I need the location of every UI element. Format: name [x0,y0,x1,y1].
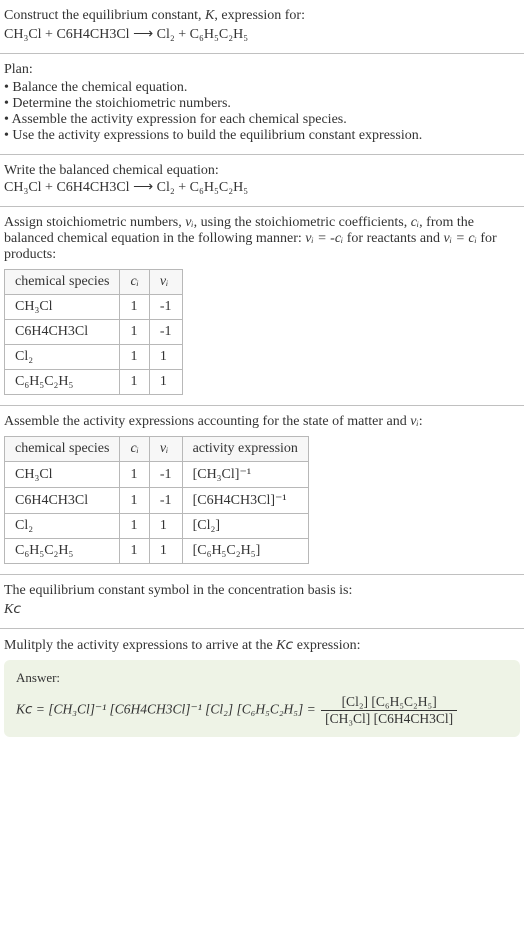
col-vi: νᵢ [149,437,182,462]
section-plan: Plan: Balance the chemical equation. Det… [0,54,524,155]
stoich-text: Assign stoichiometric numbers, [4,215,185,230]
problem-equation: CH₃Cl + C6H4CH3Cl ⟶ Cl₂ + C₆H₅C₂H₅ [4,26,520,43]
balanced-equation: CH₃Cl + C6H4CH3Cl ⟶ Cl₂ + C₆H₅C₂H₅ [4,179,520,196]
species-cell: C₆H₅C₂H₅ [5,370,120,395]
plan-item: Use the activity expressions to build th… [4,128,520,144]
stoich-text: for reactants and [343,231,443,246]
table-row: C₆H₅C₂H₅ 1 1 [5,370,183,395]
stoich-text: , using the stoichiometric coefficients, [194,215,411,230]
problem-title: Construct the equilibrium constant, K, e… [4,8,520,24]
activity-table: chemical species cᵢ νᵢ activity expressi… [4,436,309,564]
fraction-denominator: [CH₃Cl] [C6H4CH3Cl] [321,711,457,727]
nu-eq-c: νᵢ = cᵢ [444,231,477,246]
col-vi: νᵢ [149,270,182,295]
answer-label: Answer: [16,670,508,686]
ci-cell: 1 [120,514,149,539]
section-kc-symbol: The equilibrium constant symbol in the c… [0,575,524,629]
title-K: K [205,8,214,23]
table-row: C₆H₅C₂H₅ 1 1 [C₆H₅C₂H₅] [5,539,309,564]
stoich-table: chemical species cᵢ νᵢ CH₃Cl 1 -1 C6H4CH… [4,269,183,395]
vi-cell: 1 [149,514,182,539]
species-cell: C6H4CH3Cl [5,488,120,514]
ci-cell: 1 [120,320,149,345]
ci-cell: 1 [120,370,149,395]
table-header-row: chemical species cᵢ νᵢ activity expressi… [5,437,309,462]
table-row: CH₃Cl 1 -1 [5,295,183,320]
kc-symbol: K𝘤 [4,601,520,618]
species-cell: CH₃Cl [5,462,120,488]
title-text-c: , expression for: [214,8,305,23]
table-row: C6H4CH3Cl 1 -1 [5,320,183,345]
species-cell: Cl₂ [5,345,120,370]
ci-cell: 1 [120,295,149,320]
final-text: Mulitply the activity expressions to arr… [4,638,276,653]
kc-symbol-line1: The equilibrium constant symbol in the c… [4,583,520,599]
vi-cell: -1 [149,488,182,514]
activity-text: : [419,414,423,429]
section-problem: Construct the equilibrium constant, K, e… [0,0,524,54]
col-ci: cᵢ [120,270,149,295]
nu-i: νᵢ [185,215,193,230]
answer-box: Answer: K𝘤 = [CH₃Cl]⁻¹ [C6H4CH3Cl]⁻¹ [Cl… [4,660,520,737]
plan-item: Determine the stoichiometric numbers. [4,96,520,112]
answer-equation: K𝘤 = [CH₃Cl]⁻¹ [C6H4CH3Cl]⁻¹ [Cl₂] [C₆H₅… [16,694,508,727]
fraction-numerator: [Cl₂] [C₆H₅C₂H₅] [321,694,457,711]
col-activity: activity expression [182,437,308,462]
ci-cell: 1 [120,539,149,564]
plan-list: Balance the chemical equation. Determine… [4,80,520,144]
stoich-intro: Assign stoichiometric numbers, νᵢ, using… [4,215,520,263]
final-intro: Mulitply the activity expressions to arr… [4,637,520,654]
section-activity: Assemble the activity expressions accoun… [0,406,524,575]
col-ci: cᵢ [120,437,149,462]
activity-cell: [Cl₂] [182,514,308,539]
plan-item: Assemble the activity expression for eac… [4,112,520,128]
ci-cell: 1 [120,345,149,370]
table-row: Cl₂ 1 1 [Cl₂] [5,514,309,539]
section-stoich: Assign stoichiometric numbers, νᵢ, using… [0,207,524,406]
vi-cell: 1 [149,345,182,370]
table-row: C6H4CH3Cl 1 -1 [C6H4CH3Cl]⁻¹ [5,488,309,514]
activity-text: Assemble the activity expressions accoun… [4,414,410,429]
plan-item: Balance the chemical equation. [4,80,520,96]
kc-inline: K𝘤 [276,638,293,653]
species-cell: Cl₂ [5,514,120,539]
title-text-a: Construct the equilibrium constant, [4,8,205,23]
col-species: chemical species [5,437,120,462]
ci-cell: 1 [120,488,149,514]
activity-cell: [C6H4CH3Cl]⁻¹ [182,488,308,514]
answer-fraction: [Cl₂] [C₆H₅C₂H₅][CH₃Cl] [C6H4CH3Cl] [321,694,457,727]
vi-cell: -1 [149,320,182,345]
species-cell: CH₃Cl [5,295,120,320]
col-species: chemical species [5,270,120,295]
activity-cell: [CH₃Cl]⁻¹ [182,462,308,488]
nu-eq-neg-c: νᵢ = -cᵢ [305,231,343,246]
vi-cell: 1 [149,370,182,395]
table-row: Cl₂ 1 1 [5,345,183,370]
vi-cell: -1 [149,295,182,320]
table-header-row: chemical species cᵢ νᵢ [5,270,183,295]
section-balanced: Write the balanced chemical equation: CH… [0,155,524,207]
table-row: CH₃Cl 1 -1 [CH₃Cl]⁻¹ [5,462,309,488]
section-final: Mulitply the activity expressions to arr… [0,629,524,747]
activity-cell: [C₆H₅C₂H₅] [182,539,308,564]
ci-cell: 1 [120,462,149,488]
species-cell: C6H4CH3Cl [5,320,120,345]
activity-intro: Assemble the activity expressions accoun… [4,414,520,430]
c-i: cᵢ [411,215,419,230]
final-text: expression: [293,638,360,653]
species-cell: C₆H₅C₂H₅ [5,539,120,564]
vi-cell: -1 [149,462,182,488]
nu-i: νᵢ [410,414,418,429]
plan-label: Plan: [4,62,520,78]
vi-cell: 1 [149,539,182,564]
balanced-label: Write the balanced chemical equation: [4,163,520,179]
answer-lhs: K𝘤 = [CH₃Cl]⁻¹ [C6H4CH3Cl]⁻¹ [Cl₂] [C₆H₅… [16,702,319,717]
